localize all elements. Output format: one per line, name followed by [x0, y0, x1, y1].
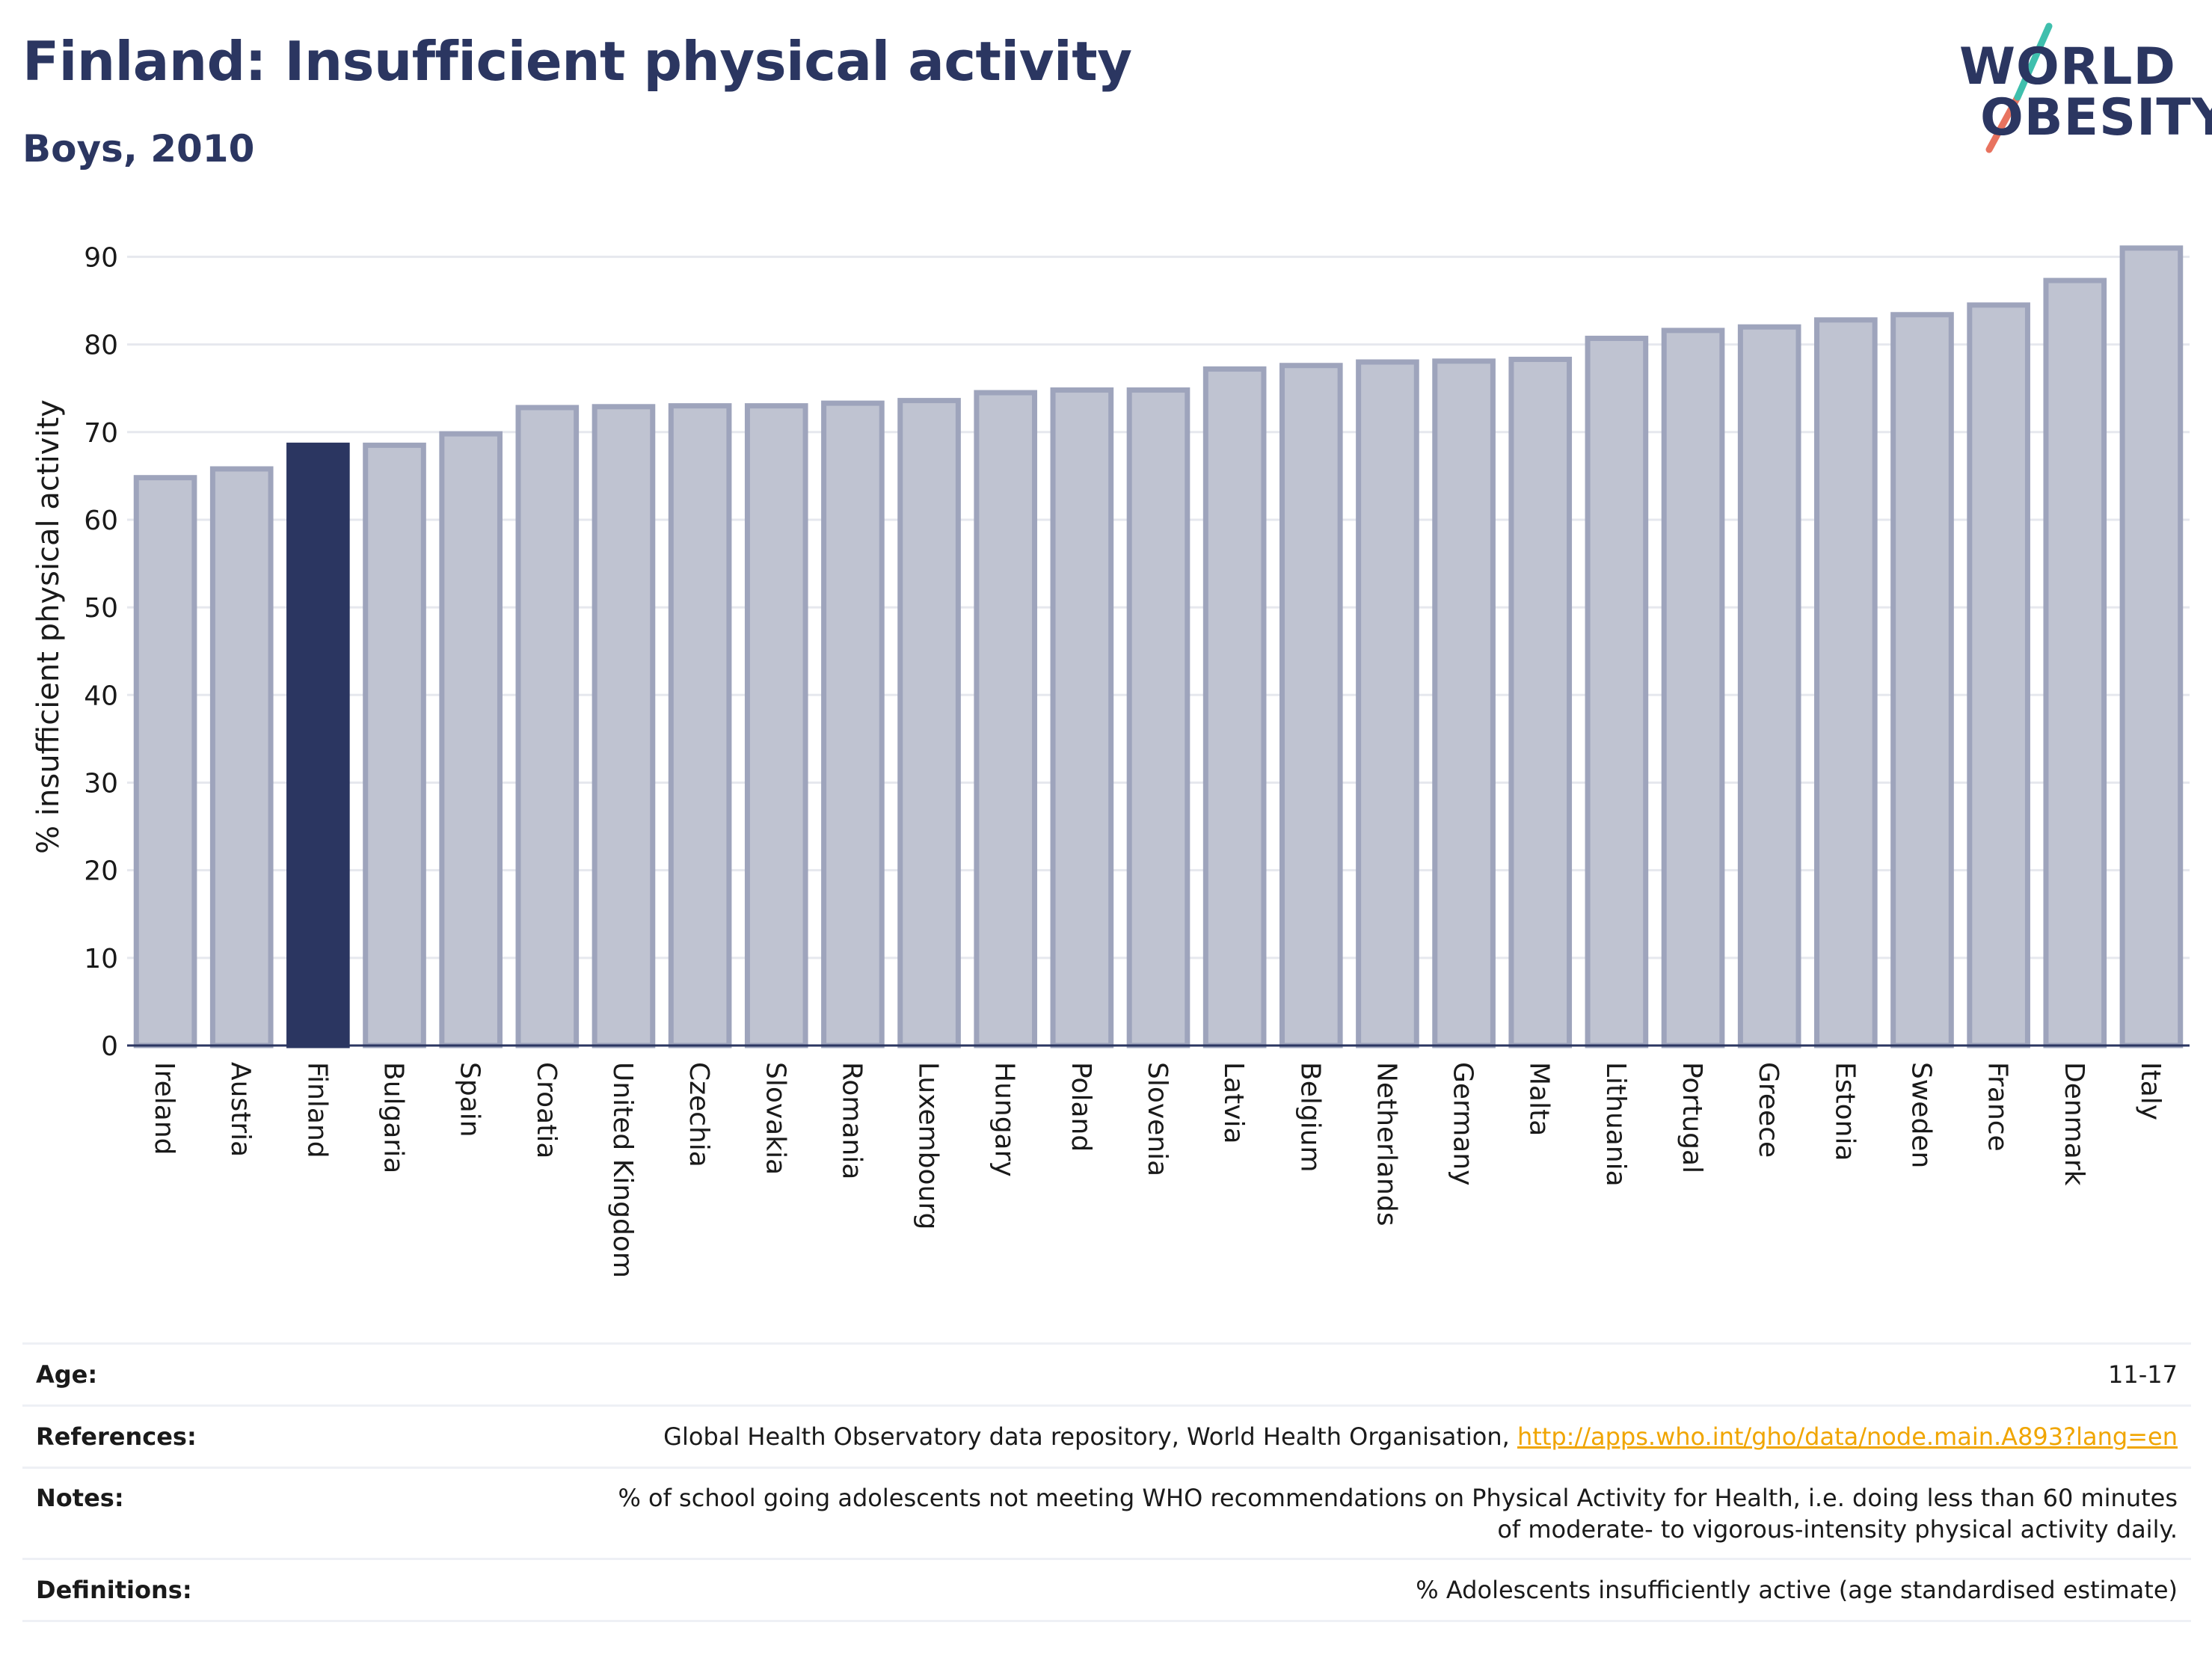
x-tick-label: Malta [1524, 1062, 1555, 1136]
bar-italy[interactable] [2119, 245, 2184, 1048]
y-axis-label: % insufficient physical activity [31, 399, 66, 854]
x-tick-label: Germany [1448, 1062, 1478, 1185]
y-tick-label: 50 [84, 593, 118, 624]
x-tick-label: Poland [1066, 1062, 1096, 1152]
x-tick-label: Slovenia [1142, 1062, 1173, 1176]
info-table: Age: 11-17 References: Global Health Obs… [22, 1342, 2191, 1622]
x-tick-label: Spain [455, 1062, 485, 1137]
y-tick-label: 60 [84, 506, 118, 536]
bar-poland[interactable] [1050, 387, 1114, 1048]
x-tick-label: Romania [836, 1062, 867, 1179]
x-tick-label: Greece [1753, 1062, 1784, 1158]
y-tick-label: 40 [84, 681, 118, 711]
bar-denmark[interactable] [2043, 277, 2107, 1048]
axes: 0 10 20 30 40 50 60 70 80 90 Ireland Austria Finland… [84, 242, 2190, 1278]
x-tick-label: Netherlands [1371, 1062, 1401, 1226]
notes-label: Notes: [36, 1484, 124, 1512]
references-value: Global Health Observatory data repositor… [663, 1407, 2191, 1467]
bar-bulgaria[interactable] [363, 442, 426, 1048]
x-tick-label: Hungary [989, 1062, 1020, 1177]
y-tick-label: 90 [84, 242, 118, 273]
bar-belgium[interactable] [1279, 363, 1343, 1048]
references-link[interactable]: http://apps.who.int/gho/data/node.main.A… [1517, 1422, 2178, 1451]
bar-france[interactable] [1967, 302, 2030, 1048]
logo-line2: OBESITY [1980, 88, 2212, 147]
bar-greece[interactable] [1737, 324, 1801, 1048]
bar-slovakia[interactable] [744, 403, 808, 1048]
page-subtitle: Boys, 2010 [22, 127, 255, 171]
x-tick-label: Bulgaria [378, 1062, 409, 1173]
age-value: 11-17 [2108, 1360, 2178, 1389]
bar-portugal[interactable] [1661, 328, 1725, 1048]
bar-slovenia[interactable] [1126, 387, 1191, 1048]
bar-luxembourg[interactable] [897, 398, 961, 1048]
bar-austria[interactable] [209, 466, 274, 1048]
bar-sweden[interactable] [1890, 312, 1954, 1048]
bar-czechia[interactable] [668, 403, 732, 1048]
definitions-value: % Adolescents insufficiently active (age… [1416, 1576, 2178, 1604]
bar-croatia[interactable] [515, 405, 580, 1048]
x-tick-label: Slovakia [760, 1062, 790, 1175]
bar-latvia[interactable] [1202, 366, 1267, 1048]
y-tick-label: 70 [84, 418, 118, 449]
y-tick-label: 10 [84, 944, 118, 974]
bar-germany[interactable] [1432, 358, 1496, 1048]
info-row-definitions: Definitions: % Adolescents insufficientl… [22, 1558, 2191, 1622]
bar-romania[interactable] [821, 400, 885, 1048]
bars [133, 245, 2184, 1048]
world-obesity-logo: WORLD OBESITY [1944, 22, 2212, 165]
x-tick-label: Belgium [1294, 1062, 1325, 1173]
logo-slash-icon [1985, 22, 2053, 153]
info-row-notes: Notes: % of school going adolescents not… [22, 1467, 2191, 1558]
notes-value: % of school going adolescents not meetin… [618, 1484, 2178, 1544]
x-tick-label: Portugal [1677, 1062, 1707, 1173]
x-tick-label: Latvia [1218, 1062, 1249, 1144]
info-row-references: References: Global Health Observatory da… [22, 1404, 2191, 1467]
y-tick-label: 0 [101, 1031, 118, 1062]
y-tick-label: 80 [84, 331, 118, 361]
y-tick-label: 20 [84, 856, 118, 887]
x-tick-label: Czechia [683, 1062, 714, 1167]
x-tick-label: Croatia [531, 1062, 562, 1158]
x-tick-label: Ireland [149, 1062, 179, 1155]
x-tick-label: Lithuania [1600, 1062, 1631, 1187]
bar-hungary[interactable] [974, 390, 1038, 1048]
bar-ireland[interactable] [133, 475, 197, 1048]
y-tick-label: 30 [84, 768, 118, 799]
page-title: Finland: Insufficient physical activity [22, 30, 1132, 93]
age-label: Age: [36, 1360, 98, 1389]
bar-finland[interactable] [286, 442, 350, 1048]
x-tick-label: Sweden [1905, 1062, 1936, 1168]
bar-malta[interactable] [1508, 357, 1573, 1048]
bar-estonia[interactable] [1814, 317, 1878, 1048]
x-tick-label: Estonia [1829, 1062, 1860, 1161]
x-tick-label: Italy [2135, 1062, 2166, 1120]
bar-lithuania[interactable] [1585, 335, 1649, 1048]
x-tick-label: Finland [301, 1062, 332, 1158]
x-tick-label: Austria [225, 1062, 256, 1157]
bar-chart: 0 10 20 30 40 50 60 70 80 90 Ireland Austria Finland… [31, 242, 2190, 1278]
references-label: References: [36, 1422, 197, 1451]
x-tick-label: France [1982, 1062, 2013, 1152]
bar-spain[interactable] [439, 431, 503, 1048]
bar-netherlands[interactable] [1356, 359, 1419, 1048]
info-row-age: Age: 11-17 [22, 1342, 2191, 1404]
logo-line1: WORLD [1959, 37, 2176, 96]
definitions-label: Definitions: [36, 1576, 192, 1604]
x-tick-label: Denmark [2059, 1062, 2089, 1186]
x-tick-label: United Kingdom [607, 1062, 638, 1278]
references-text: Global Health Observatory data repositor… [663, 1422, 1517, 1451]
bar-united-kingdom[interactable] [592, 404, 656, 1048]
x-tick-label: Luxembourg [913, 1062, 944, 1229]
